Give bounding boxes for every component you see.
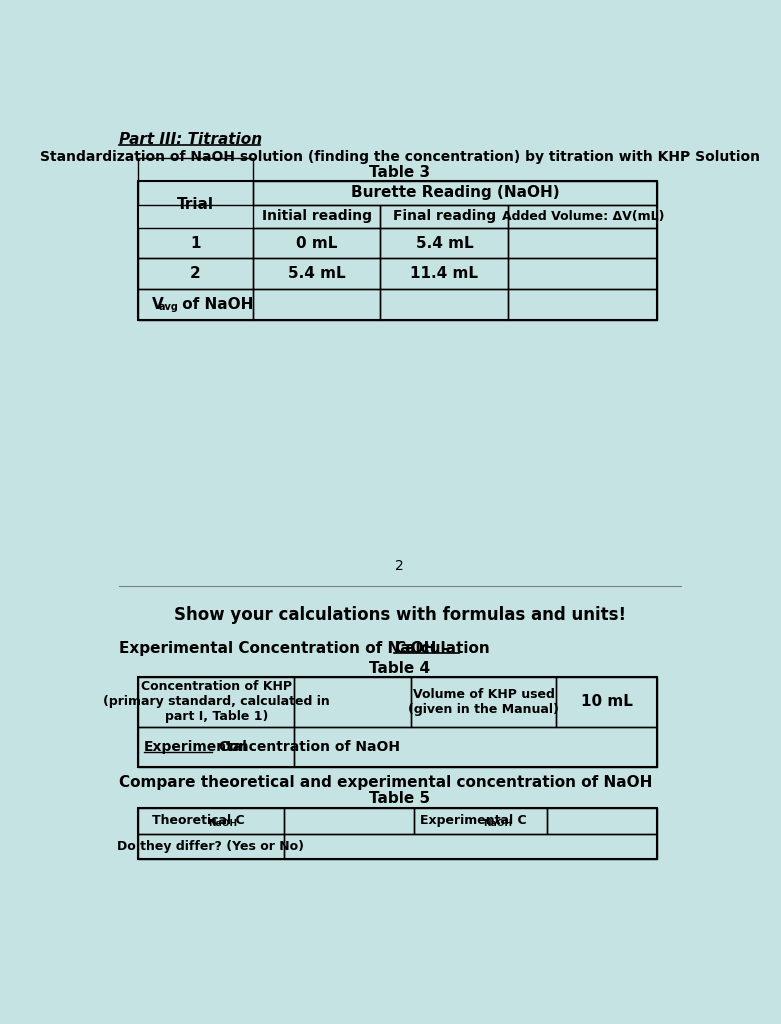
Text: Final reading: Final reading bbox=[393, 209, 496, 223]
Bar bbox=[508, 258, 657, 289]
Bar bbox=[380, 289, 508, 319]
Bar bbox=[380, 227, 508, 258]
Bar bbox=[556, 677, 657, 727]
Text: Experimental: Experimental bbox=[144, 739, 248, 754]
Bar bbox=[508, 205, 657, 227]
Text: 1: 1 bbox=[190, 236, 201, 251]
Text: 2: 2 bbox=[395, 559, 405, 573]
Text: NaOH: NaOH bbox=[483, 819, 512, 827]
Bar bbox=[508, 227, 657, 258]
Bar bbox=[414, 808, 547, 834]
Bar bbox=[138, 834, 284, 859]
Text: 5.4 mL: 5.4 mL bbox=[415, 236, 473, 251]
Bar bbox=[252, 289, 380, 319]
Bar bbox=[138, 808, 284, 834]
Bar bbox=[252, 258, 380, 289]
Text: V: V bbox=[152, 297, 164, 312]
Text: Table 4: Table 4 bbox=[369, 660, 430, 676]
Bar bbox=[138, 181, 657, 319]
Bar bbox=[138, 258, 252, 289]
Bar bbox=[252, 205, 380, 227]
Bar bbox=[284, 834, 657, 859]
Bar bbox=[138, 227, 252, 258]
Bar bbox=[138, 159, 252, 205]
Text: avg: avg bbox=[159, 302, 179, 312]
Text: Table 3: Table 3 bbox=[369, 165, 430, 179]
Text: 2: 2 bbox=[190, 266, 201, 282]
Bar bbox=[294, 677, 411, 727]
Text: 11.4 mL: 11.4 mL bbox=[411, 266, 479, 282]
Bar bbox=[252, 181, 657, 205]
Bar bbox=[294, 727, 657, 767]
Bar bbox=[138, 727, 294, 767]
Text: Concentration of KHP
(primary standard, calculated in
part I, Table 1): Concentration of KHP (primary standard, … bbox=[103, 680, 330, 723]
Bar bbox=[508, 289, 657, 319]
Text: Experimental Concentration of NaOH –: Experimental Concentration of NaOH – bbox=[119, 641, 455, 655]
Bar bbox=[138, 677, 294, 727]
Bar bbox=[411, 677, 556, 727]
Text: 5.4 mL: 5.4 mL bbox=[287, 266, 345, 282]
Text: Experimental C: Experimental C bbox=[420, 814, 526, 827]
Text: Part III: Titration: Part III: Titration bbox=[119, 132, 262, 147]
Bar bbox=[284, 808, 414, 834]
Text: Theoretical C: Theoretical C bbox=[152, 814, 244, 827]
Text: Compare theoretical and experimental concentration of NaOH: Compare theoretical and experimental con… bbox=[119, 774, 653, 790]
Bar bbox=[380, 205, 508, 227]
Text: Volume of KHP used
(given in the Manual): Volume of KHP used (given in the Manual) bbox=[408, 687, 559, 716]
Text: Show your calculations with formulas and units!: Show your calculations with formulas and… bbox=[174, 606, 626, 624]
Text: Standardization of NaOH solution (finding the concentration) by titration with K: Standardization of NaOH solution (findin… bbox=[40, 150, 760, 164]
Text: Concentration of NaOH: Concentration of NaOH bbox=[214, 739, 400, 754]
Text: Calculation: Calculation bbox=[394, 641, 490, 655]
Bar bbox=[380, 258, 508, 289]
Bar bbox=[138, 808, 657, 859]
Text: Do they differ? (Yes or No): Do they differ? (Yes or No) bbox=[117, 840, 305, 853]
Text: Initial reading: Initial reading bbox=[262, 209, 372, 223]
Text: 10 mL: 10 mL bbox=[581, 694, 633, 709]
Bar bbox=[547, 808, 657, 834]
Text: Added Volume: ΔV(mL): Added Volume: ΔV(mL) bbox=[501, 210, 664, 222]
Text: NaOH: NaOH bbox=[208, 819, 237, 827]
Text: of NaOH: of NaOH bbox=[177, 297, 253, 312]
Text: 0 mL: 0 mL bbox=[296, 236, 337, 251]
Text: Table 5: Table 5 bbox=[369, 792, 430, 807]
Bar bbox=[252, 227, 380, 258]
Text: Trial: Trial bbox=[177, 197, 214, 212]
Bar bbox=[138, 289, 252, 319]
Text: Burette Reading (NaOH): Burette Reading (NaOH) bbox=[351, 185, 559, 201]
Bar bbox=[138, 677, 657, 767]
